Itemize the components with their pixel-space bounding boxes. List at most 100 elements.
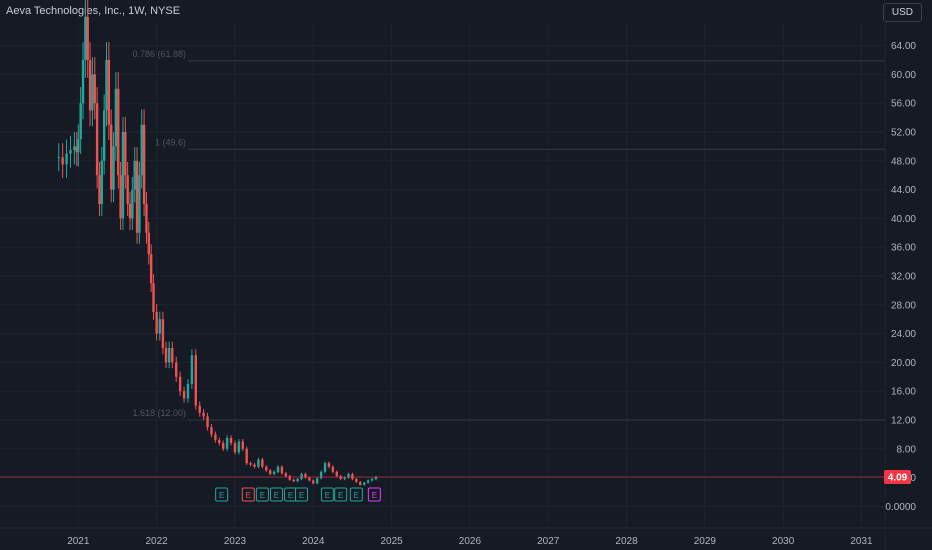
price-candle	[121, 132, 125, 219]
price-candle	[292, 479, 295, 482]
x-tick-label: 2027	[537, 536, 560, 547]
earnings-marker-label: E	[338, 491, 343, 500]
earnings-marker	[269, 487, 283, 502]
price-candle	[237, 441, 241, 453]
price-candle	[138, 175, 141, 233]
x-tick-label: 2022	[146, 536, 169, 547]
x-tick-label: 2026	[459, 536, 482, 547]
chart-title: Aeva Technologies, Inc., 1W, NYSE	[6, 5, 181, 17]
price-candle	[81, 60, 85, 104]
price-candle	[268, 470, 272, 474]
price-candle	[69, 150, 72, 154]
price-candle	[272, 471, 276, 474]
price-candle	[114, 88, 118, 147]
price-candle	[245, 448, 248, 464]
price-candle	[261, 459, 264, 467]
price-candle	[308, 477, 311, 481]
price-candle	[225, 438, 229, 449]
price-candle	[198, 405, 201, 413]
price-candle	[152, 283, 155, 312]
currency-button[interactable]: USD	[882, 3, 922, 22]
y-tick-label: 0.0000	[885, 502, 916, 513]
price-candle	[147, 232, 151, 255]
earnings-marker	[255, 487, 269, 502]
price-candle	[100, 160, 104, 204]
price-candle	[93, 74, 96, 104]
price-candle	[284, 473, 288, 477]
price-candle	[140, 124, 143, 176]
price-candle	[112, 146, 115, 190]
price-candle	[359, 481, 362, 485]
price-candle	[323, 463, 327, 472]
price-candle	[186, 384, 190, 399]
price-candle	[182, 391, 186, 399]
price-candle	[65, 153, 68, 165]
y-tick-label: 64.00	[891, 41, 916, 52]
price-candle	[319, 471, 323, 479]
x-tick-label: 2023	[224, 536, 247, 547]
price-candle	[61, 157, 64, 165]
y-tick-label: 24.00	[891, 329, 916, 340]
y-tick-label: 48.00	[891, 156, 916, 167]
price-candle	[88, 60, 92, 111]
price-candle	[343, 477, 346, 480]
price-candle	[276, 466, 280, 472]
price-candle	[131, 189, 134, 219]
price-candle	[107, 60, 111, 125]
y-tick-label: 16.00	[891, 387, 916, 398]
x-tick-label: 2021	[67, 536, 90, 547]
price-candle	[95, 103, 99, 176]
price-candle	[339, 476, 342, 480]
x-tick-label: 2029	[694, 536, 717, 547]
earnings-marker	[295, 487, 309, 502]
price-candle	[73, 146, 76, 150]
price-candle	[312, 480, 315, 484]
price-candle	[194, 355, 197, 406]
price-candle	[210, 427, 213, 435]
price-candle	[206, 416, 209, 428]
price-candle	[142, 124, 146, 204]
price-candle	[374, 476, 378, 480]
price-candle	[304, 474, 307, 478]
earnings-marker-label: E	[299, 491, 304, 500]
price-candle	[229, 438, 233, 444]
earnings-marker-label: E	[260, 491, 265, 500]
price-candle	[133, 160, 136, 190]
price-candle	[362, 482, 366, 485]
price-candle	[75, 146, 78, 153]
price-candle	[347, 474, 350, 478]
price-candle	[124, 132, 127, 176]
y-tick-label: 44.00	[891, 185, 916, 196]
earnings-marker-label: E	[288, 491, 293, 500]
y-tick-label: 12.00	[891, 416, 916, 427]
earnings-marker-label: E	[274, 491, 279, 500]
earnings-marker-label: E	[246, 491, 251, 500]
price-candle	[288, 476, 291, 480]
y-tick-label: 40.00	[891, 214, 916, 225]
price-candle	[161, 319, 165, 348]
price-candle	[253, 464, 256, 467]
price-candle	[119, 175, 122, 219]
price-candle	[178, 376, 182, 392]
earnings-marker-label: E	[325, 491, 330, 500]
price-candle	[175, 362, 178, 377]
price-candle	[117, 88, 120, 176]
price-candle	[171, 348, 174, 363]
price-candle	[84, 16, 87, 60]
earnings-marker	[349, 487, 363, 502]
price-candle	[257, 459, 260, 467]
fib-level-label: 0.786 (61.88)	[132, 49, 186, 59]
price-candle	[335, 471, 338, 477]
y-tick-label: 36.00	[891, 243, 916, 254]
earnings-marker-label: E	[219, 491, 224, 500]
price-candle	[265, 466, 268, 471]
y-tick-label: 20.00	[891, 358, 916, 369]
price-candle	[126, 175, 129, 204]
price-candle	[214, 434, 217, 441]
price-candle	[105, 60, 108, 111]
price-candle	[233, 443, 237, 453]
current-price-tag	[884, 469, 911, 484]
x-tick-label: 2028	[615, 536, 638, 547]
